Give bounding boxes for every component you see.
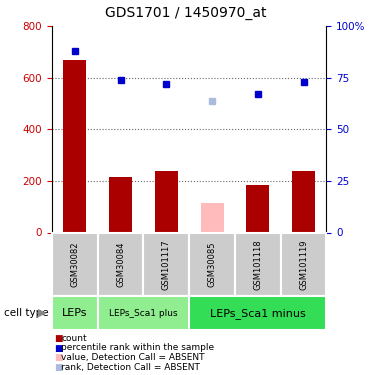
Text: ■: ■ <box>54 334 62 343</box>
Text: value, Detection Call = ABSENT: value, Detection Call = ABSENT <box>61 353 205 362</box>
Bar <box>109 177 132 232</box>
Bar <box>144 232 189 296</box>
Text: rank, Detection Call = ABSENT: rank, Detection Call = ABSENT <box>61 363 200 372</box>
Bar <box>235 232 281 296</box>
Text: count: count <box>61 334 87 343</box>
Text: LEPs: LEPs <box>62 308 88 318</box>
Text: LEPs_Sca1 minus: LEPs_Sca1 minus <box>210 308 306 319</box>
Text: GSM30082: GSM30082 <box>70 242 79 287</box>
Text: ■: ■ <box>54 353 62 362</box>
Bar <box>52 296 98 330</box>
Bar <box>292 171 315 232</box>
Text: percentile rank within the sample: percentile rank within the sample <box>61 344 214 352</box>
Bar <box>98 296 189 330</box>
Bar <box>52 232 98 296</box>
Text: GSM101118: GSM101118 <box>253 239 262 290</box>
Bar <box>155 171 178 232</box>
Bar <box>189 296 326 330</box>
Text: GDS1701 / 1450970_at: GDS1701 / 1450970_at <box>105 6 266 20</box>
Text: ■: ■ <box>54 344 62 352</box>
Text: cell type: cell type <box>4 308 48 318</box>
Text: LEPs_Sca1 plus: LEPs_Sca1 plus <box>109 309 178 318</box>
Text: ▶: ▶ <box>39 308 47 318</box>
Bar <box>189 232 235 296</box>
Bar <box>281 232 326 296</box>
Text: GSM30084: GSM30084 <box>116 242 125 287</box>
Bar <box>98 232 144 296</box>
Text: GSM101119: GSM101119 <box>299 239 308 290</box>
Text: GSM101117: GSM101117 <box>162 239 171 290</box>
Bar <box>63 60 86 232</box>
Text: ■: ■ <box>54 363 62 372</box>
Bar <box>246 185 269 232</box>
Text: GSM30085: GSM30085 <box>208 242 217 287</box>
Bar <box>201 203 223 232</box>
